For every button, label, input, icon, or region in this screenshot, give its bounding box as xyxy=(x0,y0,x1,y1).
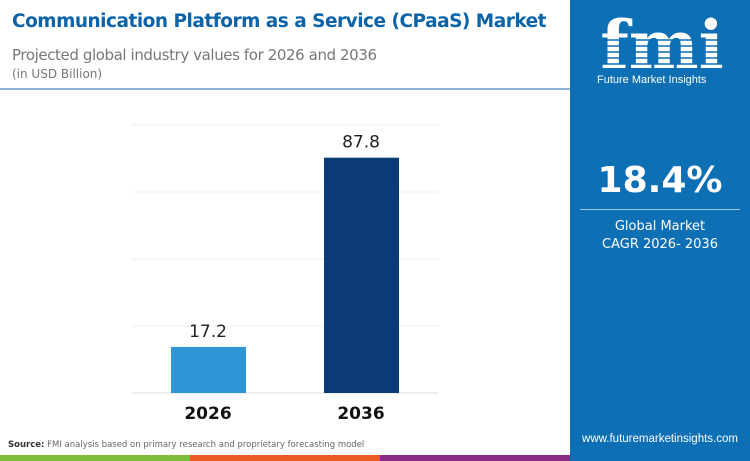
source-note: Source: FMI analysis based on primary re… xyxy=(8,440,364,450)
cagr-label-line1: Global Market xyxy=(614,219,706,234)
chart-title: Communication Platform as a Service (CPa… xyxy=(12,11,547,32)
source-label: Source: xyxy=(8,440,45,450)
unit-label: (in USD Billion) xyxy=(12,67,103,81)
x-tick-label: 2026 xyxy=(184,404,231,424)
fmi-logo: fmi xyxy=(600,10,725,75)
divider xyxy=(0,88,570,90)
source-text: FMI analysis based on primary research a… xyxy=(44,440,365,450)
website-link[interactable]: www.futuremarketinsights.com xyxy=(582,433,738,445)
cagr-label: Global Market CAGR 2026- 2036 xyxy=(570,218,750,254)
data-label: 17.2 xyxy=(189,322,227,342)
svg-text:fmi: fmi xyxy=(600,10,723,75)
cagr-divider xyxy=(580,209,740,210)
bar-2036 xyxy=(324,157,399,393)
bar-2026 xyxy=(171,346,246,393)
strip-orange xyxy=(190,455,380,461)
brand-name: Future Market Insights xyxy=(597,74,707,86)
bar-chart: 17.2 2026 87.8 2036 xyxy=(132,124,438,424)
chart-subtitle: Projected global industry values for 202… xyxy=(12,46,377,64)
cagr-value: 18.4% xyxy=(597,160,723,201)
x-tick-label: 2036 xyxy=(337,404,384,424)
side-panel xyxy=(570,0,750,461)
strip-green xyxy=(0,455,190,461)
data-label: 87.8 xyxy=(342,133,380,153)
cagr-label-line2: CAGR 2026- 2036 xyxy=(602,237,718,252)
strip-purple xyxy=(380,455,570,461)
